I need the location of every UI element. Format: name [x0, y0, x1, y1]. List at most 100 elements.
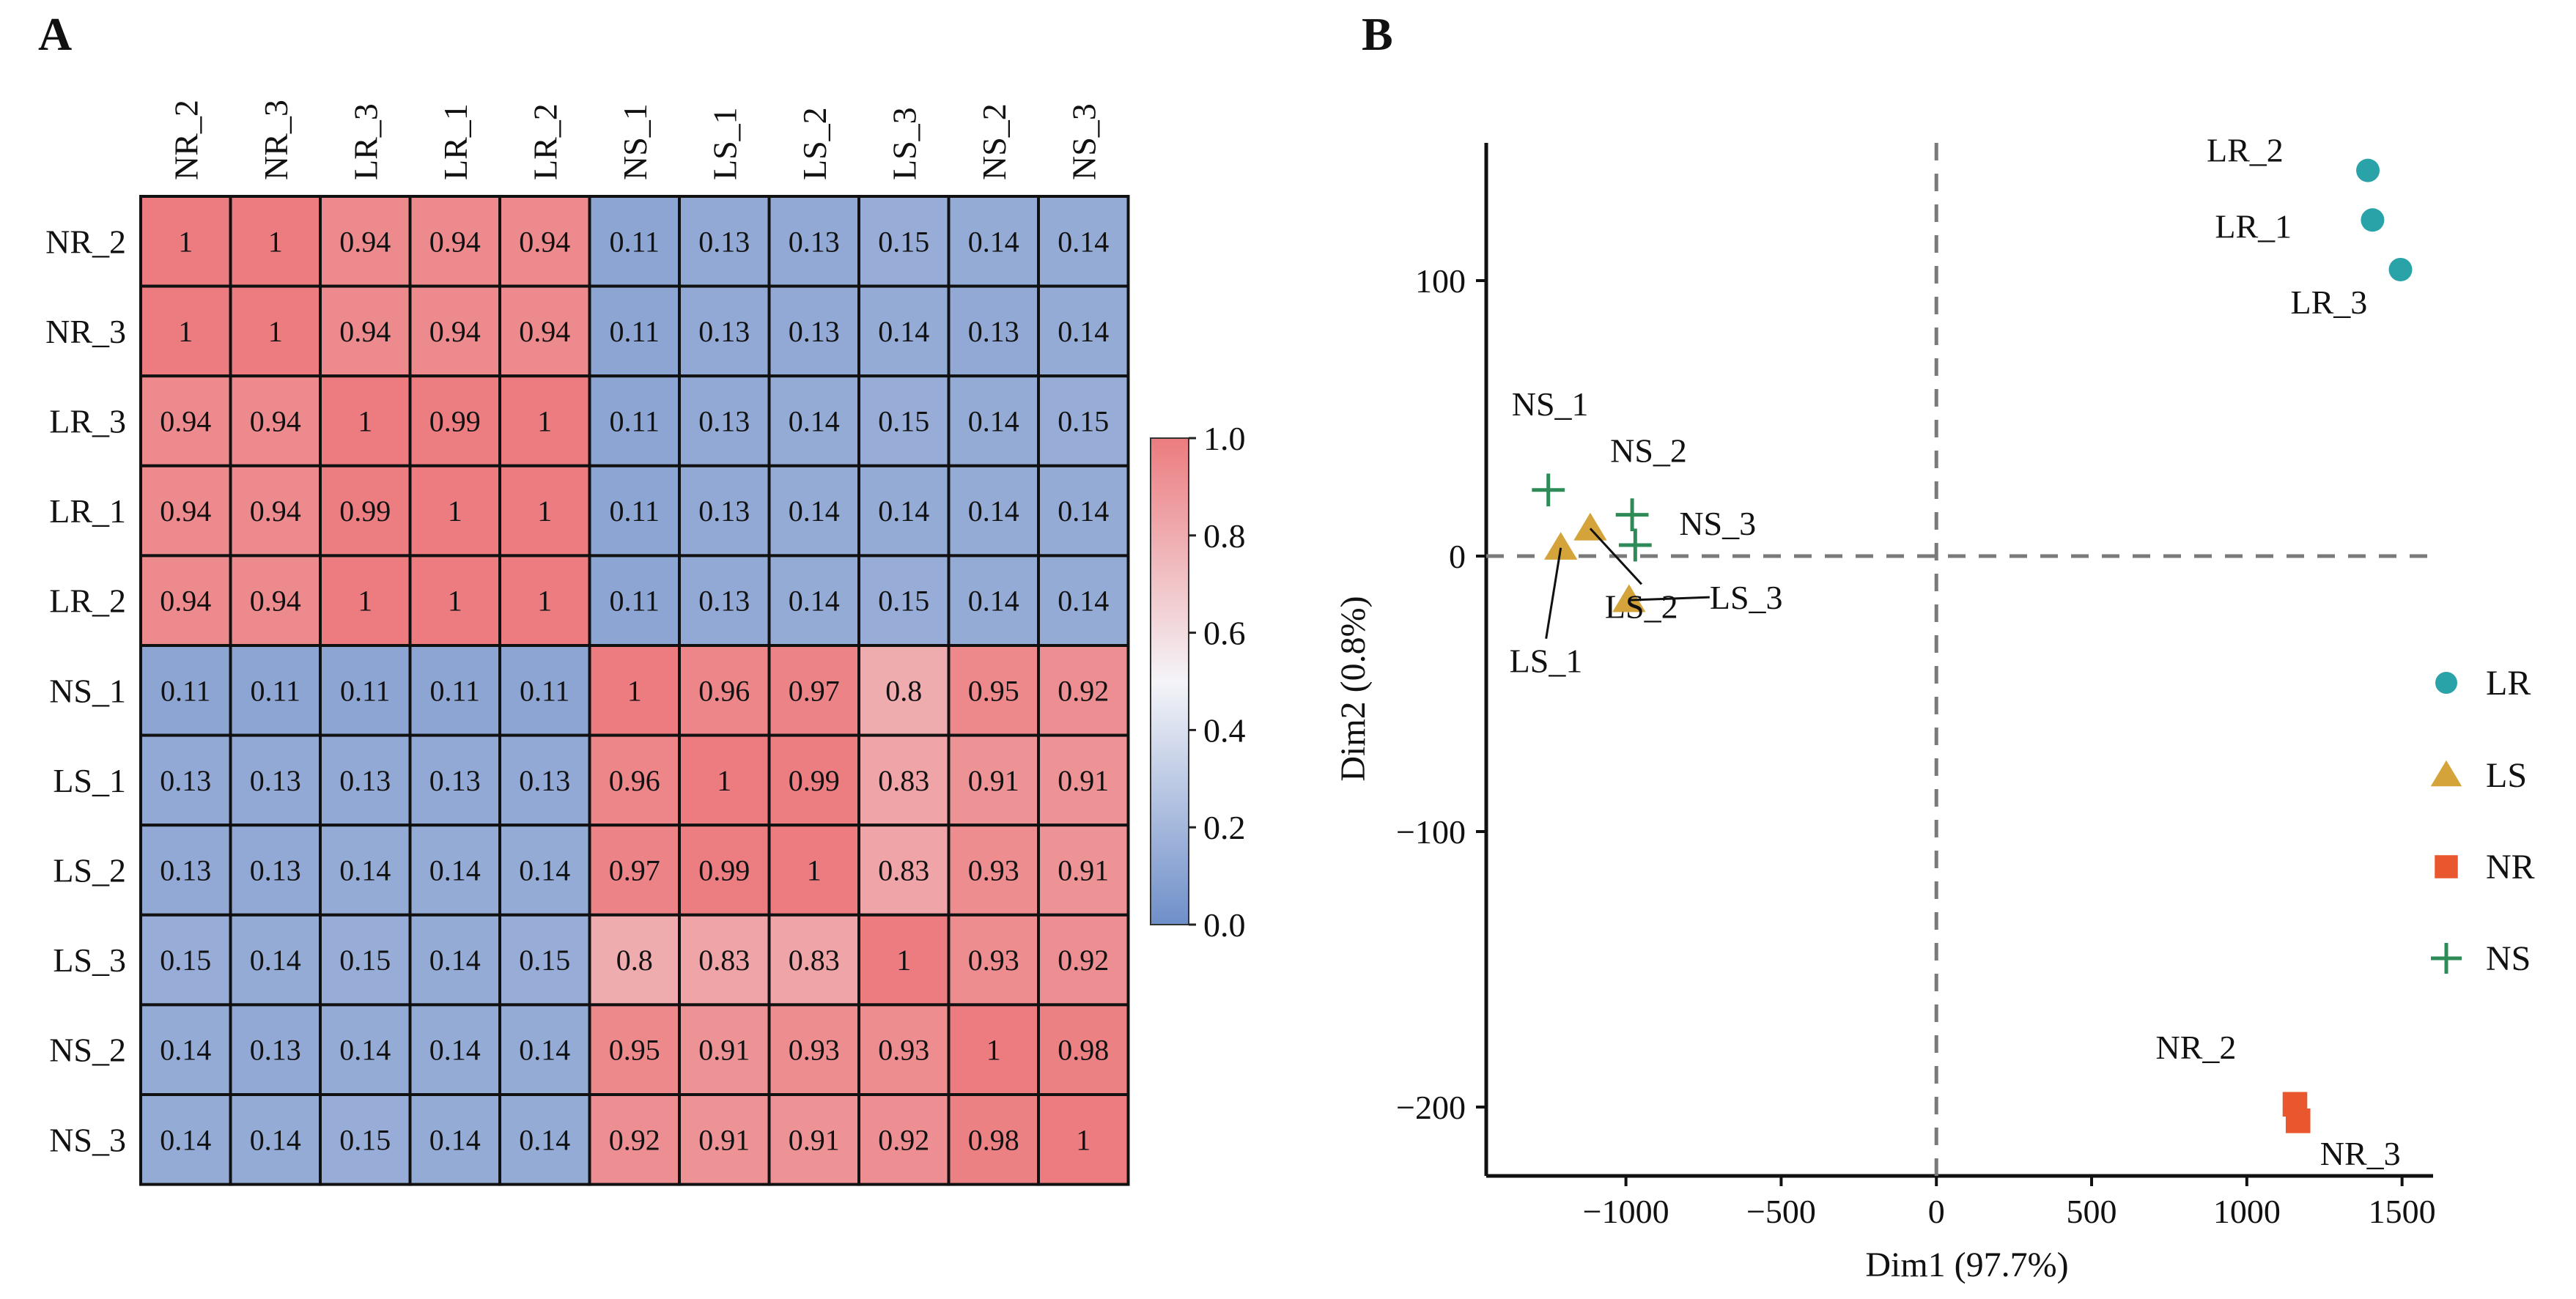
heatmap-cell-value: 1	[807, 854, 822, 887]
y-tick-label: −200	[1396, 1089, 1466, 1126]
heatmap-column-label: LS_3	[885, 107, 923, 180]
heatmap-cell	[588, 1003, 681, 1097]
heatmap-cell-value: 0.13	[160, 764, 211, 797]
heatmap-cell	[229, 824, 322, 917]
heatmap-cell-value: 0.83	[878, 854, 929, 887]
heatmap-cell	[1037, 644, 1130, 737]
heatmap-cell-value: 0.11	[609, 315, 660, 348]
heatmap-cell-value: 0.94	[429, 225, 481, 258]
heatmap-row-label: LR_1	[49, 492, 126, 530]
heatmap-cell	[1037, 733, 1130, 827]
colorbar-tick-label: 1.0	[1203, 420, 1246, 457]
heatmap-cell	[229, 195, 322, 288]
heatmap-cell	[678, 733, 771, 827]
heatmap-cell	[767, 1093, 860, 1186]
legend-marker	[2431, 943, 2462, 974]
heatmap-cell-value: 0.13	[250, 1034, 301, 1067]
heatmap-row-label: NS_2	[49, 1032, 126, 1069]
heatmap-cell-value: 0.13	[160, 854, 211, 887]
heatmap-cell-value: 0.92	[878, 1123, 929, 1156]
heatmap-cell	[767, 913, 860, 1007]
heatmap-cell-value: 0.14	[1058, 495, 1109, 528]
heatmap-cell-value: 0.14	[519, 1034, 570, 1067]
heatmap-cell-value: 1	[178, 315, 193, 348]
heatmap-cell	[678, 374, 771, 467]
point-label: NS_2	[1610, 432, 1687, 470]
heatmap-cell	[229, 733, 322, 827]
legend-label: LS	[2486, 756, 2527, 795]
heatmap-cell-value: 0.13	[250, 854, 301, 887]
heatmap-cell-value: 0.83	[878, 764, 929, 797]
heatmap-cell	[588, 195, 681, 288]
heatmap-cell-value: 0.14	[789, 585, 840, 618]
data-point	[1573, 512, 1607, 541]
colorbar-tick-label: 0.2	[1203, 809, 1246, 846]
scatter-legend: LR LS NR NS	[2334, 630, 2576, 1011]
heatmap-cell-value: 0.94	[160, 405, 211, 438]
heatmap-cell-value: 0.83	[789, 944, 840, 977]
heatmap-cell-value: 0.14	[1058, 225, 1109, 258]
heatmap-cell-value: 0.11	[609, 405, 660, 438]
legend-marker	[2435, 855, 2458, 878]
heatmap-cell	[1037, 1003, 1130, 1097]
heatmap-cell-value: 0.11	[250, 674, 300, 707]
x-tick-label: 1000	[2213, 1193, 2281, 1230]
heatmap-cell-value: 0.11	[160, 674, 211, 707]
heatmap-cell-value: 0.83	[698, 944, 750, 977]
point-label: LS_3	[1710, 579, 1783, 616]
colorbar-gradient	[1150, 437, 1189, 925]
heatmap-cell	[408, 464, 501, 558]
heatmap-cell	[139, 195, 232, 288]
heatmap-cell	[319, 464, 412, 558]
heatmap-cell-value: 0.15	[160, 944, 211, 977]
point-label: NS_1	[1512, 385, 1589, 423]
heatmap-cell	[947, 913, 1040, 1007]
legend-label: NR	[2486, 848, 2535, 887]
heatmap-colorbar: 0.0 0.2 0.4 0.6 0.8 1.0	[1150, 420, 1246, 944]
heatmap-cell-value: 0.14	[250, 944, 301, 977]
heatmap-column-label: LS_2	[796, 107, 833, 180]
heatmap-cell-value: 0.99	[698, 854, 750, 887]
heatmap-row-label: LR_3	[49, 403, 126, 440]
heatmap-cell-value: 0.93	[968, 944, 1019, 977]
heatmap-cell	[139, 1093, 232, 1186]
heatmap-cell	[767, 733, 860, 827]
heatmap-cell	[498, 554, 591, 648]
heatmap-cell-value: 0.14	[160, 1034, 211, 1067]
point-label: NR_2	[2155, 1029, 2236, 1066]
heatmap-cell-value: 1	[268, 315, 283, 348]
heatmap-cell	[767, 824, 860, 917]
heatmap-cell-value: 0.94	[160, 585, 211, 618]
heatmap-cell-value: 0.93	[878, 1034, 929, 1067]
heatmap-cell	[229, 554, 322, 648]
heatmap-cell	[678, 554, 771, 648]
heatmap-cell	[767, 284, 860, 378]
heatmap-cell	[947, 284, 1040, 378]
heatmap-cell-value: 0.13	[968, 315, 1019, 348]
heatmap-cell	[139, 913, 232, 1007]
heatmap-cell	[498, 1093, 591, 1186]
heatmap-cell-value: 0.92	[1058, 944, 1109, 977]
legend-label: LR	[2486, 664, 2531, 703]
heatmap-cell-value: 1	[358, 405, 372, 438]
heatmap-cell-value: 0.15	[519, 944, 570, 977]
point-label: NS_3	[1679, 505, 1756, 542]
heatmap-cell-value: 0.91	[968, 764, 1019, 797]
heatmap-cell-value: 0.95	[609, 1034, 660, 1067]
data-point	[2388, 257, 2413, 281]
data-point	[1543, 532, 1578, 560]
heatmap-column-label: LR_2	[526, 103, 564, 180]
heatmap-cell	[319, 554, 412, 648]
heatmap-cell-value: 0.96	[698, 674, 750, 707]
heatmap-cell-value: 0.13	[789, 315, 840, 348]
heatmap-cell-value: 0.93	[968, 854, 1019, 887]
x-tick-label: −500	[1746, 1193, 1816, 1230]
heatmap-cell	[498, 374, 591, 467]
heatmap-column-label: LR_3	[347, 103, 384, 180]
heatmap-cell-value: 0.91	[698, 1123, 750, 1156]
data-point	[1618, 528, 1652, 562]
legend-marker	[2430, 760, 2462, 787]
heatmap-cell-value: 0.14	[519, 1123, 570, 1156]
data-point	[1532, 473, 1565, 507]
heatmap-cell	[139, 733, 232, 827]
